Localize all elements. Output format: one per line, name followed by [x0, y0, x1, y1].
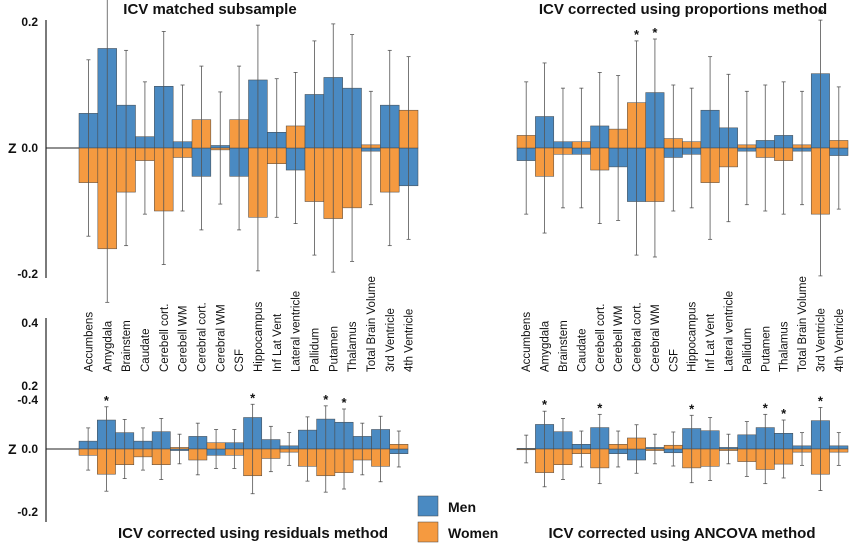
category-label-accumbens: Accumbens [521, 312, 533, 372]
panel-title-icv-matched: ICV matched subsample [123, 1, 296, 18]
category-labels-right: Accumbens Amygdala Brainstem Caudate Cerebel… [521, 276, 846, 372]
category-label-total-brain-volume: Total Brain Volume [366, 276, 378, 372]
category-label-putamen: Putamen [328, 326, 340, 372]
category-label-putamen: Putamen [760, 326, 772, 372]
category-label-brainstem: Brainstem [121, 320, 133, 372]
y-tick-label: 0.0 [21, 141, 38, 155]
category-label-hippocampus: Hippocampus [253, 301, 265, 372]
category-label-caudate: Caudate [140, 329, 152, 372]
category-label-cerebell-cort: Cerebell cort. [159, 304, 171, 372]
y-tick-label: 0.2 [21, 379, 38, 393]
significance-star-putamen: * [763, 400, 769, 415]
significance-star-putamen: * [323, 392, 329, 407]
category-label-amygdala: Amygdala [102, 320, 114, 372]
category-label-accumbens: Accumbens [83, 312, 95, 372]
category-label-amygdala: Amygdala [540, 320, 552, 372]
category-label-pallidum: Pallidum [742, 328, 754, 372]
category-label-4th-ventricle: 4th Ventricle [404, 309, 416, 372]
category-label-cerebral-wm: Cerebral WM [215, 304, 227, 372]
chart-panel-proportions: * * * [516, 6, 849, 277]
category-label-cerebell-cort: Cerebell cort. [595, 304, 607, 372]
category-label-cerebell-wm: Cerebell WM [613, 306, 625, 372]
category-labels-left: Accumbens Amygdala Brainstem Caudate Cerebel… [83, 276, 415, 372]
legend-label-women: Women [448, 525, 498, 541]
y-tick-label: -0.2 [17, 505, 38, 519]
significance-star-thalamus: * [781, 406, 787, 421]
significance-star-cerebell-cort: * [597, 400, 603, 415]
chart-panel-ancova: * * * * * * [516, 393, 849, 491]
panel-title-residuals: ICV corrected using residuals method [118, 525, 388, 542]
category-label-thalamus: Thalamus [779, 321, 791, 372]
y-tick-label: 0.2 [21, 15, 38, 29]
category-label-cerebral-wm: Cerebral WM [650, 304, 662, 372]
category-label-4th-ventricle: 4th Ventricle [834, 309, 846, 372]
category-label-brainstem: Brainstem [558, 320, 570, 372]
panel-title-proportions: ICV corrected using proportions method [539, 1, 827, 18]
significance-star-cerebral-cort: * [634, 27, 640, 42]
significance-star-amygdala: * [542, 397, 548, 412]
category-label-cerebral-cort: Cerebral cort. [196, 302, 208, 372]
significance-star-cerebral-wm: * [652, 25, 658, 40]
legend-swatch-women [417, 521, 439, 543]
category-label-total-brain-volume: Total Brain Volume [797, 276, 809, 372]
y-tick-label: -0.4 [17, 393, 38, 407]
category-label-inf-lat-vent: Inf Lat Vent [705, 313, 717, 372]
legend-label-men: Men [448, 499, 476, 515]
y-tick-label: -0.2 [17, 267, 38, 281]
significance-star-hippocampus: * [689, 401, 695, 416]
significance-star-3rd-ventricle: * [818, 6, 824, 21]
y-axis-label: Z [8, 140, 17, 156]
category-label-cerebell-wm: Cerebell WM [178, 306, 190, 372]
category-label-inf-lat-vent: Inf Lat Vent [272, 313, 284, 372]
category-label-csf: CSF [668, 349, 680, 372]
category-label-pallidum: Pallidum [309, 328, 321, 372]
legend: Men Women [417, 495, 498, 543]
chart-panel-residuals: 0.4 0.2 0.0 -0.2 Z * * * * [8, 316, 409, 522]
category-label-csf: CSF [234, 349, 246, 372]
category-label-3rd-ventricle: 3rd Ventricle [385, 308, 397, 372]
y-tick-label: 0.4 [21, 316, 38, 330]
significance-star-3rd-ventricle: * [818, 393, 824, 408]
legend-swatch-men [417, 495, 439, 517]
y-axis-label: Z [8, 441, 17, 457]
y-tick-label: 0.0 [21, 442, 38, 456]
category-label-hippocampus: Hippocampus [687, 301, 699, 372]
category-label-lateral-ventricle: Lateral ventricle [723, 291, 735, 372]
significance-star-amygdala: * [104, 393, 110, 408]
significance-star-thalamus: * [341, 395, 347, 410]
panel-title-ancova: ICV corrected using ANCOVA method [549, 525, 816, 542]
significance-star-hippocampus: * [250, 390, 256, 405]
category-label-cerebral-cort: Cerebral cort. [632, 302, 644, 372]
chart-panel-icv-matched: 0.4 0.2 0.0 -0.2 -0.4 Z * [8, 0, 419, 407]
category-label-thalamus: Thalamus [347, 321, 359, 372]
category-label-caudate: Caudate [576, 329, 588, 372]
category-label-lateral-ventricle: Lateral ventricle [291, 291, 303, 372]
category-label-3rd-ventricle: 3rd Ventricle [815, 308, 827, 372]
